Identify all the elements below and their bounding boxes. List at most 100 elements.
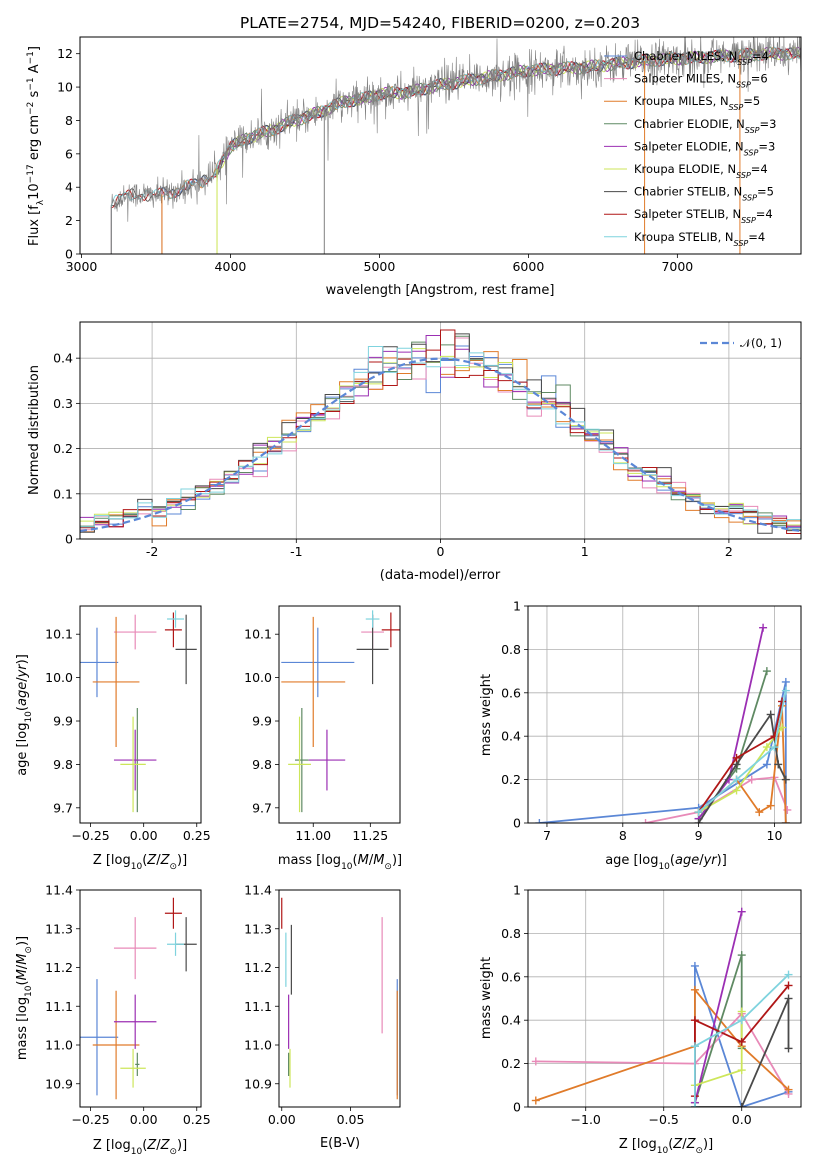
plot-area	[281, 610, 400, 813]
y-tick-label: 11.1	[244, 999, 272, 1014]
y-tick-label: 0.8	[501, 642, 521, 657]
x-tick-label: 11.25	[352, 828, 388, 843]
legend-entry: Kroupa STELIB, NSSP=4	[634, 230, 765, 248]
y-tick-label: 10.1	[45, 627, 73, 642]
weight-series-line	[697, 627, 764, 820]
axes-frame	[79, 889, 202, 1108]
legend-entry: Kroupa MILES, NSSP=5	[634, 94, 760, 112]
y-tick-label: 0	[65, 532, 73, 547]
y-tick-label: 1	[513, 599, 521, 614]
panel-weight_vs_age: 7 8 9 10 0 0.2 0.4 0.6 0.8 1	[501, 599, 802, 843]
y-axis-label: Flux [fλ10−17 erg cm−2 s−1 A−1]	[26, 46, 46, 246]
plot-area	[528, 890, 801, 1107]
x-tick-label: 9	[695, 828, 703, 843]
y-tick-label: 2	[65, 213, 73, 228]
panel-weight_vs_Z: −1.0 −0.5 0.0 0 0.2 0.4 0.6 0.8 1	[501, 883, 802, 1127]
x-axis-label: Z [log10(Z/Z⊙)]	[93, 1138, 187, 1157]
x-tick-label: 0	[437, 544, 445, 559]
y-tick-label: 11.0	[45, 1038, 73, 1053]
axes-frame	[79, 605, 202, 824]
y-tick-label: 11.2	[244, 960, 272, 975]
y-tick-label: 0.6	[501, 685, 521, 700]
x-axis-label: Z [log10(Z/Z⊙)]	[93, 853, 187, 872]
y-tick-label: 9.8	[53, 757, 73, 772]
legend-entry: Chabrier ELODIE, NSSP=3	[634, 117, 776, 135]
legend-entry: Salpeter MILES, NSSP=6	[634, 72, 768, 90]
x-tick-label: 1	[581, 544, 589, 559]
plot-area	[80, 610, 197, 813]
x-tick-label: 3000	[66, 259, 98, 274]
x-tick-label: 4000	[215, 259, 247, 274]
y-axis-label: age [log10(age/yr)]	[15, 654, 34, 776]
chart-title: PLATE=2754, MJD=54240, FIBERID=0200, z=0…	[240, 14, 640, 32]
x-tick-label: 0.00	[268, 1112, 296, 1127]
observed-spectrum-line	[110, 37, 801, 254]
x-axis-label: Z [log10(Z/Z⊙)]	[619, 1137, 713, 1156]
y-axis-label: mass [log10(M/M⊙)]	[15, 936, 34, 1060]
plot-area	[110, 37, 801, 254]
y-tick-label: 0.3	[53, 396, 73, 411]
x-tick-label: 5000	[364, 259, 396, 274]
x-tick-label: 0.05	[337, 1112, 365, 1127]
y-tick-label: 9.7	[53, 800, 73, 815]
weight-series-line	[535, 987, 790, 1102]
plot-area	[80, 322, 801, 539]
y-tick-label: 8	[65, 113, 73, 128]
panel-residuals: -2 -1 0 1 2 0 0.1 0.2 0.3 0.4	[53, 321, 802, 559]
x-tick-label: 0.25	[183, 828, 211, 843]
y-tick-label: 0	[513, 816, 521, 831]
y-axis-label: mass weight	[479, 957, 494, 1039]
x-tick-label: −0.25	[71, 828, 109, 843]
y-tick-label: 11.4	[45, 883, 73, 898]
y-tick-label: 9.7	[252, 800, 272, 815]
y-tick-label: 11.4	[244, 883, 272, 898]
axes-frame	[278, 889, 401, 1108]
y-tick-label: 4	[65, 180, 73, 195]
panel-mass_vs_Z: −0.25 0.00 0.25 10.9 11.0 11.1 11.2 11.3 11.4	[45, 883, 211, 1128]
weight-series-line	[694, 998, 790, 1107]
x-tick-label: 8	[619, 828, 627, 843]
y-tick-label: 1	[513, 883, 521, 898]
weight-series-line	[539, 681, 787, 823]
y-tick-label: 10.0	[244, 670, 272, 685]
panel-age_vs_Z: −0.25 0.00 0.25 9.7 9.8 9.9 10.0 10.1	[45, 605, 211, 843]
weight-series-line	[694, 954, 743, 1103]
x-axis-label: E(B-V)	[320, 1136, 360, 1151]
weight-series-line	[694, 911, 743, 1103]
axes-frame	[527, 889, 802, 1108]
x-tick-label: 0.0	[732, 1112, 752, 1127]
y-tick-label: 10.0	[45, 670, 73, 685]
legend-entry: Chabrier STELIB, NSSP=5	[634, 185, 774, 203]
plot-area	[281, 897, 398, 1100]
y-tick-label: 10.1	[244, 627, 272, 642]
weight-series-line	[645, 776, 789, 823]
y-tick-label: 12	[57, 46, 73, 61]
y-tick-label: 11.3	[244, 921, 272, 936]
residual-histogram	[80, 329, 801, 539]
x-tick-label: 0.25	[183, 1112, 211, 1127]
y-tick-label: 0	[513, 1100, 521, 1115]
weight-series-line	[697, 701, 783, 813]
y-axis-label: Normed distribution	[27, 365, 42, 495]
weight-series-line	[698, 690, 787, 813]
normal-reference-curve	[80, 357, 801, 533]
x-axis-label: wavelength [Angstrom, rest frame]	[326, 283, 555, 298]
axes-frame	[278, 605, 401, 824]
y-tick-label: 0.4	[53, 351, 73, 366]
x-tick-label: 11.00	[295, 828, 331, 843]
y-tick-label: 0.4	[501, 729, 521, 744]
legend-entry: Salpeter STELIB, NSSP=4	[634, 207, 773, 225]
y-tick-label: 9.9	[53, 714, 73, 729]
x-tick-label: -1	[290, 544, 302, 559]
x-axis-label: age [log10(age/yr)]	[605, 853, 727, 872]
y-tick-label: 9.8	[252, 757, 272, 772]
x-tick-label: 2	[725, 544, 733, 559]
y-tick-label: 10.9	[45, 1076, 73, 1091]
y-tick-label: 0.4	[501, 1013, 521, 1028]
legend-entry: 𝒩(0, 1)	[740, 336, 782, 350]
y-tick-label: 11.0	[244, 1038, 272, 1053]
y-tick-label: 10.9	[244, 1076, 272, 1091]
axes-frame	[79, 36, 802, 255]
x-tick-label: −0.5	[649, 1112, 679, 1127]
